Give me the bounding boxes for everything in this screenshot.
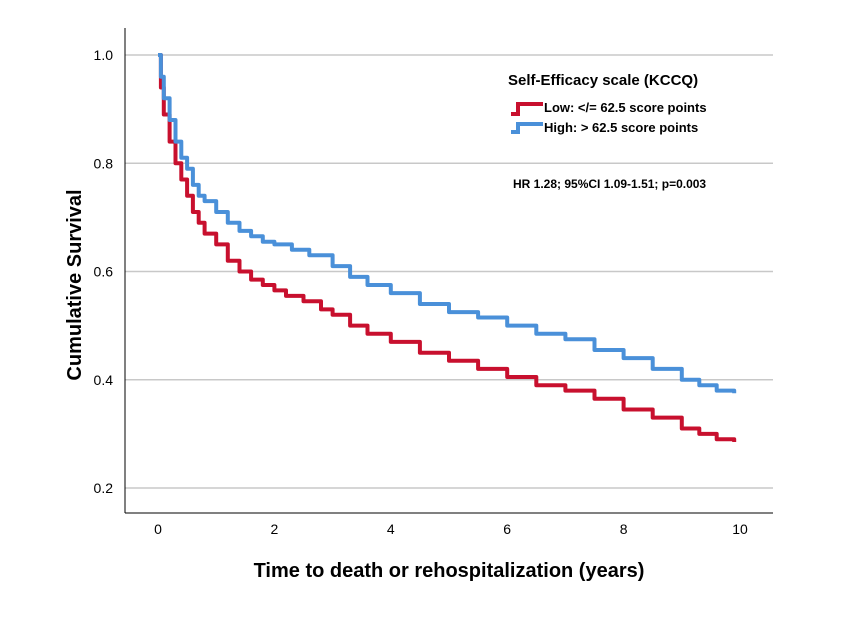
legend-swatch-low bbox=[511, 102, 543, 116]
legend-label-high: High: > 62.5 score points bbox=[544, 120, 698, 135]
gridlines bbox=[125, 54, 773, 489]
legend: Self-Efficacy scale (KCCQ) Low: </= 62.5… bbox=[508, 72, 707, 135]
survival-curve-low bbox=[158, 53, 737, 442]
legend-label-low: Low: </= 62.5 score points bbox=[544, 100, 707, 115]
survival-curves bbox=[158, 53, 737, 442]
x-tick-label: 8 bbox=[620, 521, 628, 537]
y-tick-label: 0.8 bbox=[94, 155, 114, 171]
legend-title: Self-Efficacy scale (KCCQ) bbox=[508, 72, 698, 89]
x-axis-title: Time to death or rehospitalization (year… bbox=[254, 560, 645, 582]
legend-swatch-high bbox=[511, 122, 543, 134]
x-tick-label: 2 bbox=[271, 521, 279, 537]
y-tick-label: 0.2 bbox=[94, 480, 114, 496]
axes bbox=[124, 28, 773, 514]
y-tick-label: 0.6 bbox=[94, 264, 114, 280]
y-tick-label: 0.4 bbox=[94, 372, 114, 388]
y-axis-title: Cumulative Survival bbox=[64, 189, 86, 380]
y-tick-labels: 0.2 0.4 0.6 0.8 1.0 bbox=[94, 47, 114, 496]
x-tick-label: 4 bbox=[387, 521, 395, 537]
x-tick-labels: 0 2 4 6 8 10 bbox=[154, 521, 748, 537]
x-tick-label: 6 bbox=[503, 521, 511, 537]
hazard-ratio-annotation: HR 1.28; 95%CI 1.09-1.51; p=0.003 bbox=[513, 177, 706, 191]
y-tick-label: 1.0 bbox=[94, 47, 114, 63]
survival-curve-high bbox=[158, 53, 737, 394]
x-tick-label: 0 bbox=[154, 521, 162, 537]
x-tick-label: 10 bbox=[732, 521, 748, 537]
